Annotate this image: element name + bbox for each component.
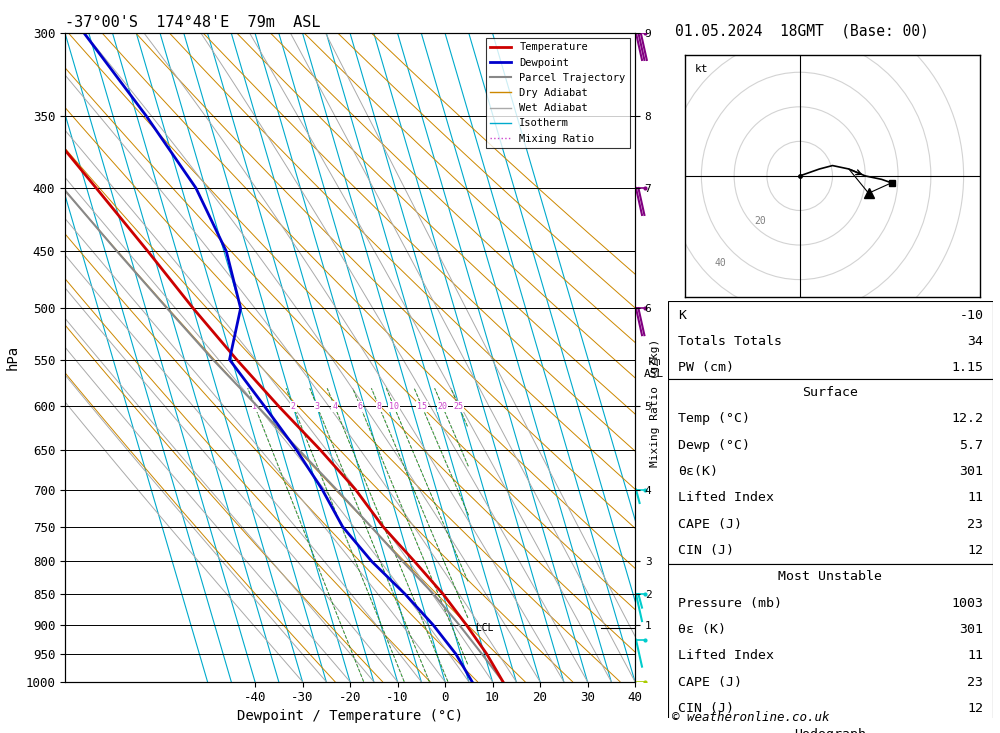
Text: kt: kt: [695, 65, 708, 74]
Text: 11: 11: [967, 491, 983, 504]
Text: 20: 20: [754, 216, 766, 226]
Text: K: K: [678, 309, 686, 322]
Text: Hodograph: Hodograph: [794, 729, 866, 733]
Text: Lifted Index: Lifted Index: [678, 649, 774, 663]
Text: 20: 20: [437, 402, 447, 411]
Text: θε(K): θε(K): [678, 465, 718, 478]
Text: 301: 301: [959, 465, 983, 478]
Text: 5.7: 5.7: [959, 439, 983, 452]
Text: 6: 6: [358, 402, 363, 411]
Bar: [668, 301, 993, 380]
Text: Surface: Surface: [802, 386, 858, 399]
Y-axis label: km
ASL: km ASL: [644, 357, 664, 379]
Text: 10: 10: [389, 402, 399, 411]
Text: 23: 23: [967, 676, 983, 689]
Text: 15: 15: [417, 402, 427, 411]
Text: 11: 11: [967, 649, 983, 663]
Bar: [668, 564, 993, 722]
Text: Lifted Index: Lifted Index: [678, 491, 774, 504]
Text: CAPE (J): CAPE (J): [678, 517, 742, 531]
Text: 4: 4: [332, 402, 337, 411]
Text: 12.2: 12.2: [951, 413, 983, 425]
Text: © weatheronline.co.uk: © weatheronline.co.uk: [672, 711, 830, 724]
Text: CIN (J): CIN (J): [678, 702, 734, 715]
Text: 1.15: 1.15: [951, 361, 983, 374]
Text: θε (K): θε (K): [678, 623, 726, 636]
Y-axis label: hPa: hPa: [6, 345, 20, 370]
Text: Pressure (mb): Pressure (mb): [678, 597, 782, 610]
Text: -37°00'S  174°48'E  79m  ASL: -37°00'S 174°48'E 79m ASL: [65, 15, 320, 31]
Text: CAPE (J): CAPE (J): [678, 676, 742, 689]
Text: 25: 25: [454, 402, 464, 411]
Text: 34: 34: [967, 335, 983, 348]
Text: 12: 12: [967, 544, 983, 557]
Text: 3: 3: [315, 402, 320, 411]
Text: Most Unstable: Most Unstable: [778, 570, 883, 583]
Text: Totals Totals: Totals Totals: [678, 335, 782, 348]
Text: Mixing Ratio (g/kg): Mixing Ratio (g/kg): [650, 339, 660, 467]
Text: Temp (°C): Temp (°C): [678, 413, 750, 425]
Text: 301: 301: [959, 623, 983, 636]
Text: 23: 23: [967, 517, 983, 531]
Bar: [668, 380, 993, 564]
Text: Dewp (°C): Dewp (°C): [678, 439, 750, 452]
Text: 40: 40: [714, 258, 726, 268]
Text: 2: 2: [291, 402, 296, 411]
Text: LCL: LCL: [470, 623, 494, 633]
Text: 1: 1: [252, 402, 257, 411]
Text: 1003: 1003: [951, 597, 983, 610]
Text: -10: -10: [959, 309, 983, 322]
X-axis label: Dewpoint / Temperature (°C): Dewpoint / Temperature (°C): [237, 709, 463, 723]
Bar: [668, 722, 993, 733]
Text: 12: 12: [967, 702, 983, 715]
Text: CIN (J): CIN (J): [678, 544, 734, 557]
Text: 8: 8: [376, 402, 381, 411]
Text: 01.05.2024  18GMT  (Base: 00): 01.05.2024 18GMT (Base: 00): [675, 23, 929, 38]
Text: PW (cm): PW (cm): [678, 361, 734, 374]
Legend: Temperature, Dewpoint, Parcel Trajectory, Dry Adiabat, Wet Adiabat, Isotherm, Mi: Temperature, Dewpoint, Parcel Trajectory…: [486, 38, 630, 148]
